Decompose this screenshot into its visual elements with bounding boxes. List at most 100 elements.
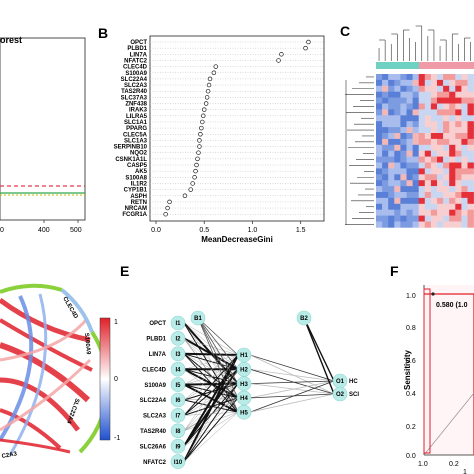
- heatmap-cell: [394, 162, 401, 169]
- x-tick-label: 0.5: [199, 227, 209, 234]
- data-point: [194, 162, 199, 168]
- panel-d-colorbar-tick: 1: [114, 319, 118, 326]
- heatmap-cell: [406, 138, 413, 146]
- input-node: [170, 392, 186, 408]
- panel-f-diagonal: [423, 392, 474, 456]
- heatmap-cell: [400, 192, 407, 199]
- panel-d-label: S100A9: [83, 333, 91, 356]
- heatmap-cell: [424, 103, 432, 110]
- heatmap-cell: [424, 115, 432, 122]
- chord-ribbon: [0, 408, 62, 450]
- gene-label: AK5: [135, 169, 148, 175]
- heatmap-cell: [455, 121, 462, 128]
- panel-b-points: [163, 39, 311, 217]
- heatmap-cell: [467, 133, 474, 140]
- heatmap-cell: [443, 85, 450, 92]
- heatmap-cell: [400, 97, 407, 104]
- heatmap-cell: [406, 144, 413, 151]
- heatmap-cell: [418, 156, 426, 163]
- heatmap-cell: [400, 221, 407, 228]
- heatmap-cell: [455, 144, 462, 151]
- heatmap-cell: [394, 203, 401, 210]
- heatmap-cell: [430, 115, 438, 122]
- bias-node-label: B1: [194, 316, 202, 322]
- heatmap-cell: [394, 150, 401, 157]
- x-tick-label: 0.0: [151, 227, 161, 234]
- heatmap-cell: [376, 127, 383, 134]
- heatmap-cell: [394, 85, 401, 92]
- chord-ribbon: [0, 358, 92, 432]
- heatmap-cell: [376, 180, 383, 187]
- heatmap-cell: [467, 109, 474, 116]
- heatmap-cell: [430, 121, 438, 128]
- heatmap-cell: [430, 150, 438, 157]
- network-edge: [249, 354, 335, 395]
- heatmap-cell: [437, 162, 444, 169]
- heatmap-cell: [382, 162, 389, 169]
- heatmap-cell: [455, 203, 462, 210]
- data-point: [196, 150, 201, 155]
- heatmap-cell: [388, 209, 395, 216]
- gene-label: TAS2R40: [121, 89, 148, 95]
- heatmap-cell: [443, 138, 450, 146]
- heatmap-cell: [467, 74, 474, 81]
- gene-label: ZNF438: [125, 102, 147, 108]
- heatmap-cell: [467, 79, 474, 87]
- bias-node: [190, 310, 206, 326]
- network-edge: [249, 380, 335, 384]
- heatmap-cell: [449, 209, 456, 216]
- heatmap-cell: [382, 180, 389, 187]
- input-node-label: I6: [175, 398, 181, 404]
- data-point: [192, 175, 197, 180]
- heatmap-cell: [394, 174, 401, 181]
- heatmap-cell: [388, 144, 395, 151]
- heatmap-cell: [400, 85, 407, 92]
- panel-b-gridlines: [150, 41, 324, 215]
- heatmap-cell: [418, 79, 426, 87]
- heatmap-cell: [467, 209, 474, 216]
- heatmap-cell: [437, 186, 444, 193]
- heatmap-cell: [424, 197, 432, 205]
- heatmap-cell: [382, 138, 389, 146]
- heatmap-cell: [406, 127, 413, 134]
- heatmap-cell: [382, 221, 389, 228]
- panel-b-x-ticks: 0.0 0.5 1.0 1.5: [151, 221, 306, 234]
- heatmap-cell: [382, 121, 389, 128]
- heatmap-cell: [412, 79, 419, 87]
- panel-f-y-tick: 0.4: [406, 391, 416, 398]
- heatmap-cell: [388, 138, 395, 146]
- heatmap-cell: [461, 121, 468, 128]
- network-edge: [249, 393, 335, 399]
- heatmap-cell: [443, 127, 450, 134]
- heatmap-cell: [394, 186, 401, 193]
- heatmap-cell: [455, 180, 462, 187]
- heatmap-cell: [400, 109, 407, 116]
- heatmap-cell: [443, 74, 450, 81]
- input-node-label: I1: [175, 321, 181, 327]
- heatmap-cell: [382, 85, 389, 92]
- chord-ribbon: [8, 293, 48, 456]
- heatmap-cell: [455, 192, 462, 199]
- heatmap-cell: [443, 197, 450, 205]
- heatmap-cell: [382, 115, 389, 122]
- input-node: [170, 361, 186, 377]
- heatmap-cell: [388, 121, 395, 128]
- heatmap-cell: [400, 144, 407, 151]
- heatmap-cell: [412, 133, 419, 140]
- gene-label: IL1R2: [131, 181, 148, 187]
- heatmap-cell: [449, 85, 456, 92]
- heatmap-cell: [376, 221, 383, 228]
- heatmap-cell: [388, 192, 395, 199]
- heatmap-cell: [406, 215, 413, 222]
- heatmap-cell: [430, 127, 438, 134]
- heatmap-cell: [449, 97, 456, 104]
- heatmap-cell: [406, 197, 413, 205]
- heatmap-cell: [382, 192, 389, 199]
- heatmap-cell: [400, 168, 407, 175]
- output-node: [332, 386, 348, 402]
- heatmap-cell: [376, 91, 383, 98]
- heatmap-cell: [449, 103, 456, 110]
- panel-e-letter: E: [120, 263, 129, 279]
- heatmap-cell: [467, 150, 474, 157]
- heatmap-cell: [424, 156, 432, 163]
